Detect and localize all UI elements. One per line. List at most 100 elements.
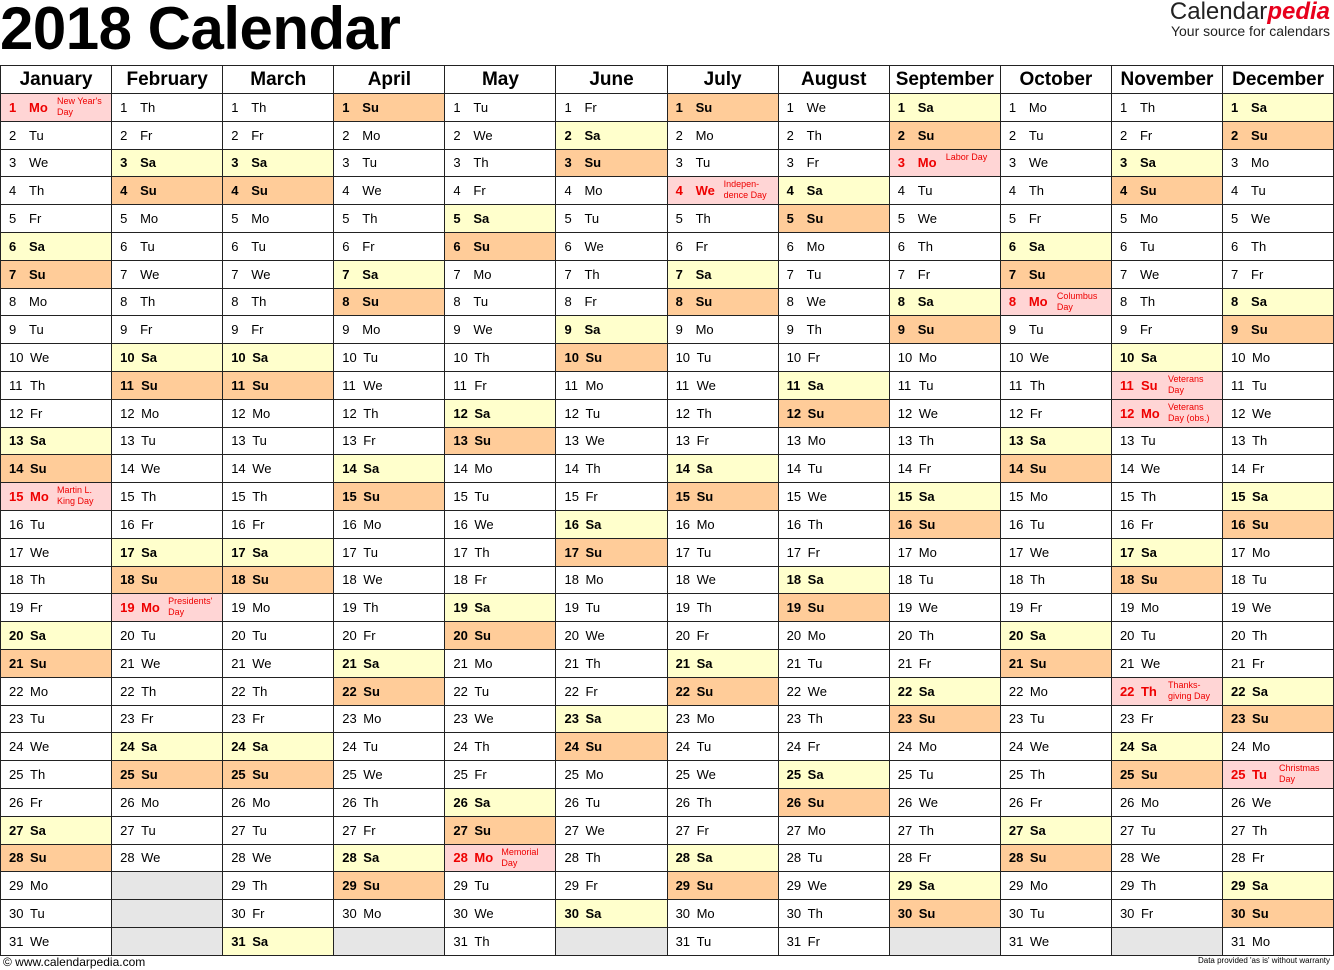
day-number: 17 [120,544,135,560]
day-cell: 23 Sa [555,704,668,734]
day-number: 23 [231,711,246,727]
month-header: December [1222,65,1334,94]
day-number: 30 [897,906,913,921]
day-number: 10 [231,350,246,366]
weekday-label: Th [474,350,490,366]
day-number: 5 [1119,211,1128,227]
weekday-label: Tu [29,127,44,143]
day-number: 18 [564,572,579,588]
weekday-label: Tu [585,600,601,616]
weekday-label: Sa [584,127,601,143]
day-number: 30 [1008,906,1024,921]
weekday-label: Su [1140,377,1158,393]
day-cell: 8 Tu [444,287,557,317]
weekday-label: Mo [1252,544,1271,560]
day-number: 28 [1008,850,1024,866]
day-cell: 14 Fr [888,454,1001,484]
footer-disclaimer: Data provided 'as is' without warranty [1197,956,1330,965]
day-cell: 11 Mo [555,370,668,400]
day-number: 29 [1119,878,1135,894]
weekday-label: Sa [30,628,46,644]
day-cell: 14 We [111,454,224,484]
day-number: 12 [120,405,135,421]
weekday-label: Tu [30,711,45,727]
weekday-label: Th [474,544,490,560]
day-number: 8 [897,294,905,310]
day-cell: 28 Th [555,843,668,873]
weekday-label: Mo [1139,211,1158,227]
day-number: 7 [342,266,350,282]
weekday-label: Fr [252,906,265,921]
day-number: 30 [453,906,468,921]
weekday-label: We [473,322,493,338]
weekday-label: Fr [252,711,265,727]
day-cell: 20 Tu [222,621,335,650]
day-cell: 19 Mo [222,593,335,623]
day-cell: 10 Mo [1222,343,1334,372]
day-number: 6 [897,238,905,254]
weekday-label: Tu [1028,322,1044,338]
day-cell: 7 Sa [333,259,446,289]
weekday-label: Mo [252,405,271,421]
day-cell: 8 Su [666,287,779,317]
day-number: 3 [1231,155,1239,171]
day-cell: 23 Su [888,704,1001,734]
weekday-label: Sa [585,906,602,921]
day-cell: 16 Mo [666,509,779,539]
day-cell: 14 We [222,454,335,484]
weekday-label: Tu [1252,377,1267,393]
day-number: 22 [342,683,357,699]
day-cell: 21 Fr [1222,648,1334,678]
day-number: 24 [342,739,357,755]
day-number: 18 [231,572,246,588]
day-cell: 9 Mo [333,315,446,345]
weekday-label: Su [1029,655,1047,671]
day-number: 26 [675,794,691,810]
day-number: 29 [564,878,579,894]
day-cell: 19 Sa [444,593,557,623]
day-cell: 2 Fr [111,120,224,150]
day-cell: 16 Su [1222,509,1334,539]
day-cell: 30 Mo [333,899,446,928]
day-cell: 13 Sa [999,426,1112,456]
weekday-label: Sa [1252,683,1268,699]
day-cell: 24 Mo [888,732,1001,762]
day-number: 21 [9,655,24,671]
day-cell: 18 Su [1110,565,1224,595]
holiday-label: Veterans Day [1167,373,1204,395]
day-number: 2 [453,127,461,143]
weekday-label: Tu [917,183,933,199]
day-cell: 30 Fr [1110,899,1224,928]
day-number: 27 [897,822,913,838]
day-number: 28 [231,850,246,866]
weekday-label: Fr [584,294,597,310]
day-number: 26 [342,794,357,810]
weekday-label: Fr [696,433,709,449]
weekday-label: We [806,99,826,115]
day-cell: 25 Su [1110,760,1224,789]
weekday-label: Fr [918,461,932,477]
day-cell: 7 We [222,259,335,289]
weekday-label: Tu [1028,127,1044,143]
weekday-label: Tu [252,822,267,838]
day-number: 26 [9,794,24,810]
day-cell: 13 Mo [777,426,890,456]
day-number: 11 [897,377,912,393]
month-header: August [777,65,890,94]
day-number: 25 [564,767,579,783]
weekday-label: Mo [363,711,382,727]
day-cell: 29 Tu [444,871,557,901]
day-cell: 23 Fr [111,704,224,734]
day-number: 22 [1119,683,1135,699]
day-number: 20 [453,628,468,644]
day-number: 17 [564,544,579,560]
day-number: 22 [120,683,135,699]
day-number: 3 [1119,155,1128,171]
weekday-label: Fr [1252,461,1265,477]
weekday-label: Th [696,600,712,616]
weekday-label: Fr [806,155,819,171]
weekday-label: Mo [30,878,49,894]
day-cell: 17 We [999,537,1112,567]
weekday-label: Sa [585,711,602,727]
day-number: 8 [786,294,794,310]
